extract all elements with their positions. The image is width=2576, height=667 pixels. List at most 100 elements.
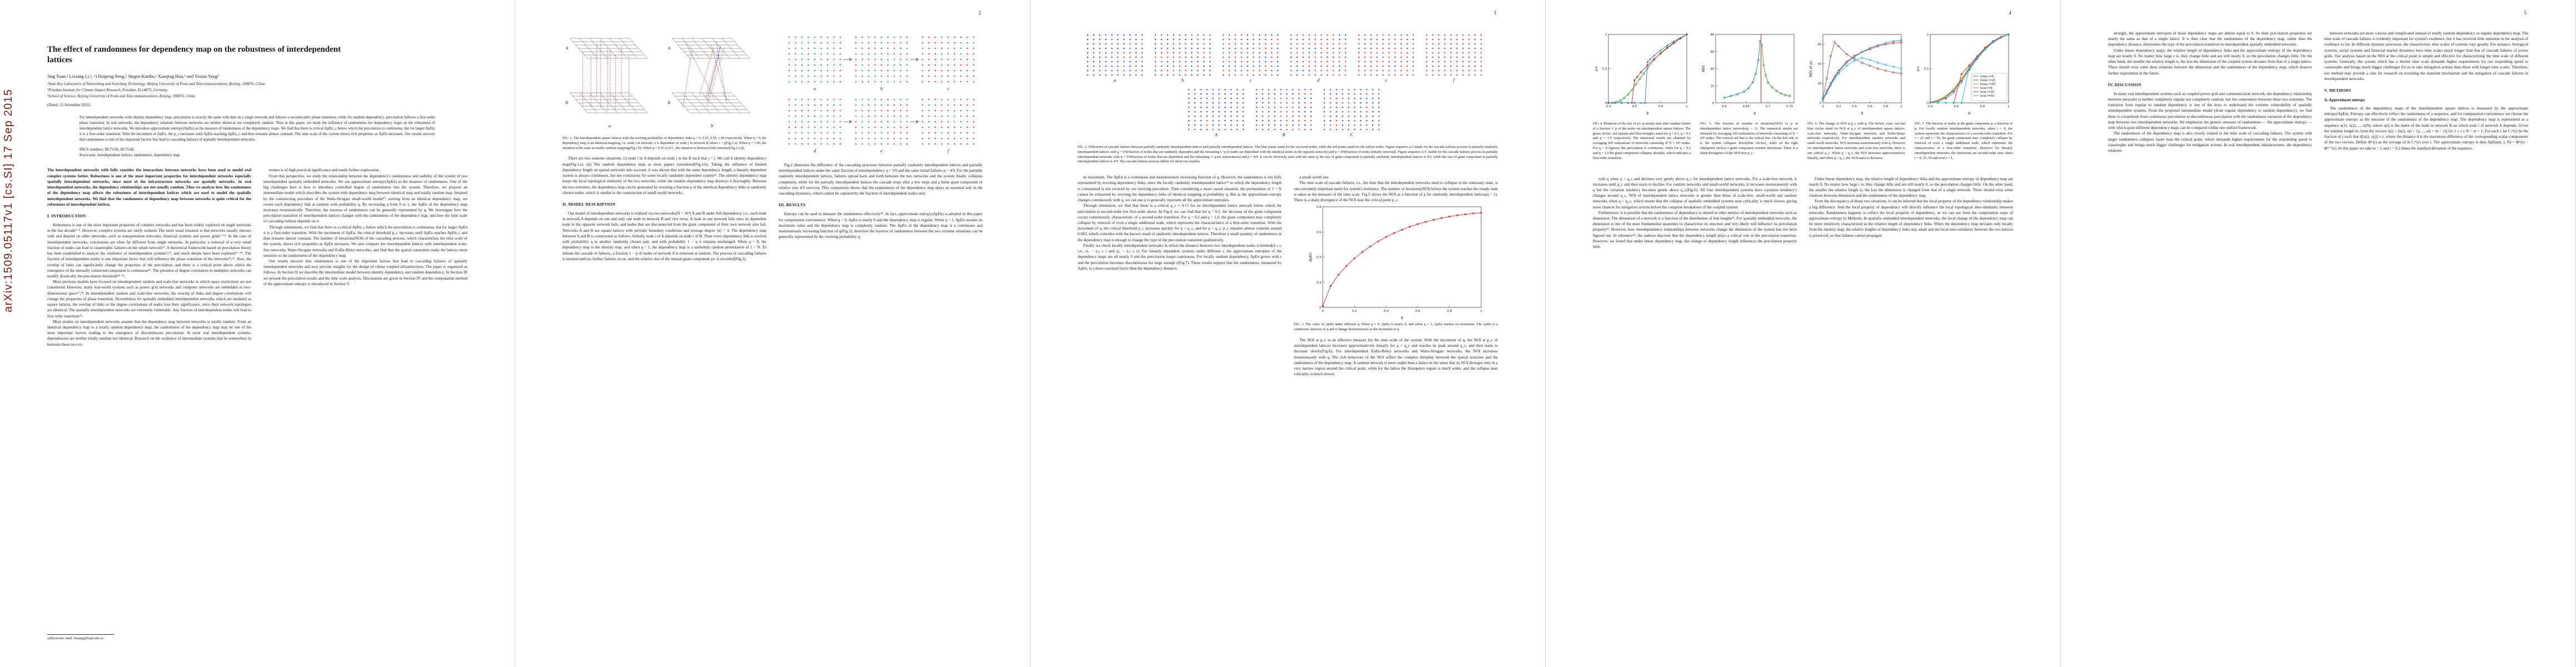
paragraph: Fig.2 illustrates the difference of the … bbox=[779, 163, 983, 196]
svg-text:0.6: 0.6 bbox=[1722, 105, 1727, 108]
figure-4-caption: FIG. 4. Relations of the size of p∞ at s… bbox=[1593, 122, 1691, 160]
svg-text:q: q bbox=[1861, 111, 1863, 115]
paragraph: with q when q < q_c and declines very ge… bbox=[1593, 176, 1797, 210]
column-left: The interdependent networks with fully c… bbox=[47, 167, 251, 347]
svg-text:B: B bbox=[667, 101, 670, 105]
svg-text:q: q bbox=[1401, 315, 1403, 320]
author-line: Jing Yuan,¹ Lixiang Li,¹, ᵃ) Haipeng Pen… bbox=[47, 74, 219, 79]
column-right: Under linear dependency map, the relativ… bbox=[1809, 176, 2013, 250]
svg-text:e: e bbox=[1385, 78, 1387, 83]
pacs-line: PACS numbers: 89.75.Fb, 89.75.Hc bbox=[79, 148, 134, 152]
body-text: strongly, the approximate entropies of t… bbox=[2108, 31, 2312, 76]
svg-text:C: C bbox=[1350, 132, 1353, 137]
svg-text:1: 1 bbox=[1605, 33, 1607, 37]
svg-text:p∞: p∞ bbox=[1916, 66, 1920, 72]
page-1: The effect of randomness for dependency … bbox=[0, 0, 515, 667]
svg-text:a: a bbox=[814, 86, 816, 91]
svg-text:ApEn: ApEn bbox=[1308, 252, 1313, 262]
paragraph: Our model of interdependent networks is … bbox=[562, 211, 766, 261]
figure-1-caption: FIG. 1. The interdependent square lattic… bbox=[562, 136, 766, 150]
column-right: a small-world one. The time scale of casc… bbox=[1294, 175, 1498, 377]
abstract-block: For interdependent networks with identit… bbox=[79, 115, 435, 157]
svg-text:NOI: NOI bbox=[1701, 65, 1706, 72]
body-text: its maximum. The ApEn is a continuous an… bbox=[1078, 175, 1282, 271]
body-text: There are two extreme situations. (i) no… bbox=[562, 156, 766, 196]
page-3: 3 a b c d e f A B C FIG. 2. Difference of cascad… bbox=[1030, 0, 1546, 667]
paragraph: There are two extreme situations. (i) no… bbox=[562, 156, 766, 195]
svg-text:b: b bbox=[880, 86, 883, 91]
paragraph: The time scale of cascade failures, i.e.… bbox=[1294, 181, 1498, 203]
arxiv-watermark: arXiv:1509.05117v1 [cs.SI] 17 Sep 2015 bbox=[2, 88, 14, 312]
figure-6-cell: 0 0.2 0.4 0.6 0.8 1 0 20 40 60 q NOI at pc bbox=[1807, 31, 1905, 118]
body-text: The randomness of the dependency maps of… bbox=[2324, 106, 2528, 151]
figure-5-noi-plot: 0.6 0.65 0.7 0.75 0 20 40 60 80 p NOI bbox=[1701, 33, 1795, 115]
body-text: a small-world one. The time scale of casc… bbox=[1294, 175, 1498, 203]
svg-text:0.7: 0.7 bbox=[1766, 105, 1771, 108]
svg-text:0.6: 0.6 bbox=[1867, 105, 1872, 108]
svg-text:0: 0 bbox=[1822, 105, 1824, 108]
page-number: 3 bbox=[1493, 10, 1497, 16]
svg-text:p∞: p∞ bbox=[1594, 66, 1598, 72]
footnote-text: a)Electronic mail: lixiang@bupt.edu.cn bbox=[47, 636, 104, 640]
affiliation-2: ²Potsdam Institute for Climate Impact Re… bbox=[47, 88, 168, 93]
body-text: Our model of interdependent networks is … bbox=[562, 211, 766, 262]
svg-text:40: 40 bbox=[1711, 68, 1715, 71]
paragraph: strongly, the approximate entropies of t… bbox=[2108, 31, 2312, 47]
svg-text:linear r=25: linear r=25 bbox=[1980, 79, 1995, 82]
dated-line: (Dated: 12 November 2021) bbox=[47, 103, 91, 108]
svg-text:d: d bbox=[1317, 78, 1320, 83]
body-text: Entropy can be used to measure the rando… bbox=[779, 211, 983, 240]
two-column-body: strongly, the approximate entropies of t… bbox=[2108, 31, 2528, 153]
figure-row-plots: 0.4 0.6 0.8 1 0 0.5 1 p p∞ 0.6 0.65 0.7 0.75 0 20 40 60… bbox=[1593, 31, 2013, 118]
svg-text:a: a bbox=[1114, 78, 1116, 83]
svg-text:0.5: 0.5 bbox=[1924, 68, 1929, 71]
svg-text:0.8: 0.8 bbox=[1658, 105, 1663, 108]
paragraph: From this perspective, we study the rela… bbox=[263, 173, 467, 224]
svg-text:0.8: 0.8 bbox=[1883, 105, 1888, 108]
body-text: tremes is of high practical significance… bbox=[263, 167, 467, 287]
body-text: In many real interdependent systems such… bbox=[2108, 91, 2312, 153]
paragraph: From the discrepancy of those two situat… bbox=[1809, 199, 2013, 238]
column-left: its maximum. The ApEn is a continuous an… bbox=[1078, 175, 1282, 377]
svg-text:0.2: 0.2 bbox=[1316, 281, 1321, 285]
footnote-rule bbox=[47, 634, 114, 635]
column-right: a b c d e f Fig.2 illustrates the difference … bbox=[779, 31, 983, 262]
svg-text:0.8: 0.8 bbox=[1447, 310, 1452, 313]
svg-text:80: 80 bbox=[1711, 33, 1715, 37]
svg-text:A: A bbox=[1214, 132, 1218, 137]
svg-text:0.5: 0.5 bbox=[1602, 68, 1607, 71]
svg-text:0.4: 0.4 bbox=[1606, 105, 1611, 108]
paragraph: Entropy can be used to measure the rando… bbox=[779, 212, 983, 240]
lead-paragraph: The interdependent networks with fully c… bbox=[47, 168, 251, 207]
svg-text:0.65: 0.65 bbox=[1743, 105, 1750, 108]
paragraph: In many real interdependent systems such… bbox=[2108, 91, 2312, 131]
two-column-body: The interdependent networks with fully c… bbox=[47, 167, 467, 347]
svg-text:1: 1 bbox=[1686, 105, 1688, 108]
paragraph: Furthermore, it is possible that the ran… bbox=[1593, 210, 1797, 250]
svg-text:0: 0 bbox=[1319, 306, 1322, 310]
paragraph: Through simulations, we find that there … bbox=[263, 225, 467, 258]
keywords-line: Keywords: interdependent lattices, rando… bbox=[79, 153, 180, 158]
svg-text:p: p bbox=[1753, 111, 1756, 115]
footnote: a)Electronic mail: lixiang@bupt.edu.cn bbox=[47, 634, 114, 640]
svg-text:0.8: 0.8 bbox=[1316, 206, 1321, 209]
svg-text:A: A bbox=[565, 46, 568, 51]
svg-text:f: f bbox=[947, 148, 949, 153]
svg-text:0.4: 0.4 bbox=[1316, 256, 1321, 260]
paper-title: The effect of randomness for dependency … bbox=[47, 45, 341, 65]
paragraph: tremes is of high practical significance… bbox=[269, 168, 380, 173]
svg-text:b: b bbox=[1182, 78, 1184, 83]
paragraph: between networks are more various and co… bbox=[2324, 31, 2528, 81]
paragraph: Through simulation, we find that there i… bbox=[1078, 203, 1282, 242]
svg-text:1: 1 bbox=[1480, 310, 1482, 313]
figure-2-caption: FIG. 2. Difference of cascade failures b… bbox=[1078, 145, 1498, 164]
svg-text:c: c bbox=[1249, 78, 1252, 83]
svg-text:0.4: 0.4 bbox=[1383, 310, 1388, 313]
body-text: Under linear dependency map, the relativ… bbox=[1809, 176, 2013, 238]
section-heading-methods: V. METHODS bbox=[2324, 87, 2351, 93]
svg-text:60: 60 bbox=[1818, 43, 1822, 47]
subsection-heading-apen: A. Approximate entropy bbox=[2324, 97, 2365, 102]
paragraph: The randomness of the dependency maps of… bbox=[2324, 106, 2528, 151]
